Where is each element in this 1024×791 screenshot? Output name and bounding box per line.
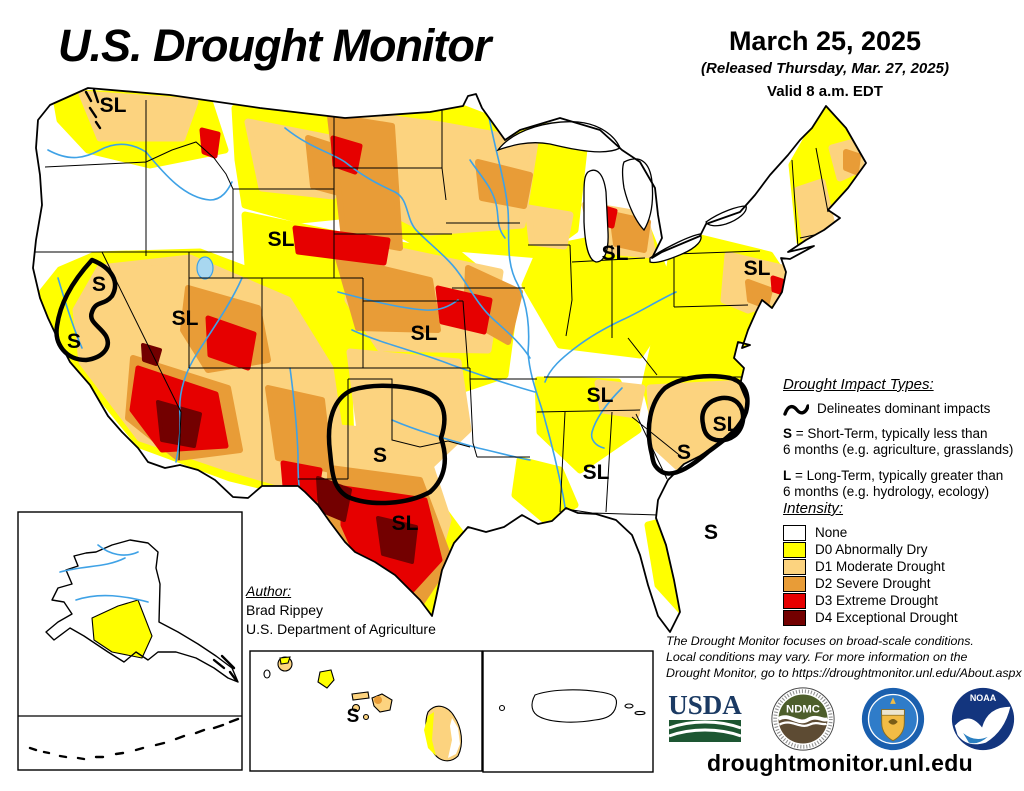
impact-label-sl: SL xyxy=(713,413,740,436)
impact-label-s: S xyxy=(347,706,360,727)
great-salt-lake xyxy=(196,256,214,280)
intensity-label-D0: D0 Abnormally Dry xyxy=(815,542,928,557)
map-labels: SL SL S SL S SL S SL SL SL SL SL SL S S S xyxy=(67,94,771,727)
impact-label-s: S xyxy=(677,441,691,464)
impact-outlines xyxy=(54,257,750,506)
intensity-legend-rows: None D0 Abnormally Dry D1 Moderate Drought… xyxy=(783,524,1023,626)
intensity-swatch-D4 xyxy=(783,609,806,626)
ndmc-logo: NDMC xyxy=(771,687,835,751)
usda-logo: USDA xyxy=(668,690,742,742)
intensity-legend: Intensity: None D0 Abnormally Dry D1 Moder… xyxy=(783,500,1023,626)
impact-label-sl: SL xyxy=(392,512,419,535)
commerce-seal xyxy=(861,687,925,751)
impact-label-sl: SL xyxy=(587,384,614,407)
map-date: March 25, 2025 xyxy=(728,26,922,56)
aleutian-islands xyxy=(28,717,240,761)
intensity-legend-row-none: None xyxy=(783,524,1023,541)
svg-text:NOAA: NOAA xyxy=(970,693,997,703)
impact-short-term: S = Short-Term, typically less than 6 mo… xyxy=(783,426,1014,458)
intensity-legend-row-D1: D1 Moderate Drought xyxy=(783,558,1023,575)
impact-label-sl: SL xyxy=(583,461,610,484)
page-title: U.S. Drought Monitor xyxy=(58,20,491,71)
intensity-label-D1: D1 Moderate Drought xyxy=(815,559,945,574)
website-url: droughtmonitor.unl.edu xyxy=(707,750,973,776)
hawaii-inset xyxy=(249,650,483,772)
date-block: March 25, 2025 (Released Thursday, Mar. … xyxy=(655,26,995,100)
valid-time: Valid 8 a.m. EDT xyxy=(767,83,883,100)
author-block: Author: Brad Rippey U.S. Department of A… xyxy=(246,582,436,639)
impact-curve-icon xyxy=(783,403,809,416)
impact-label-sl: SL xyxy=(744,257,771,280)
intensity-swatch-none xyxy=(783,524,806,541)
author-heading: Author: xyxy=(246,583,292,599)
intensity-label-D2: D2 Severe Drought xyxy=(815,576,931,591)
intensity-label-none: None xyxy=(815,525,848,540)
state-borders xyxy=(33,100,839,516)
impact-label-sl: SL xyxy=(411,322,438,345)
impact-label-sl: SL xyxy=(172,307,199,330)
author-name: Brad Rippey xyxy=(246,601,324,618)
disclaimer-text: The Drought Monitor focuses on broad-sca… xyxy=(666,634,1022,680)
intensity-label-D3: D3 Extreme Drought xyxy=(815,593,939,608)
intensity-swatch-D0 xyxy=(783,541,806,558)
impact-label-sl: SL xyxy=(100,94,127,117)
svg-text:USDA: USDA xyxy=(668,690,742,720)
intensity-swatch-D1 xyxy=(783,558,806,575)
release-date: (Released Thursday, Mar. 27, 2025) xyxy=(701,60,949,77)
puget-sound-islands xyxy=(84,88,102,130)
drought-shading-d4 xyxy=(141,343,418,564)
impact-label-s: S xyxy=(92,273,106,296)
author-org: U.S. Department of Agriculture xyxy=(246,620,436,637)
conus-outline xyxy=(32,87,867,633)
svg-text:NDMC: NDMC xyxy=(786,703,820,715)
impact-long-term: L = Long-Term, typically greater than 6 … xyxy=(783,467,1004,499)
intensity-legend-row-D4: D4 Exceptional Drought xyxy=(783,609,1023,626)
impact-label-s: S xyxy=(373,444,387,467)
agency-logos: USDA NDMC NOAA xyxy=(664,686,1016,752)
alaska-panhandle xyxy=(212,654,238,682)
puerto-rico-inset xyxy=(482,650,654,773)
impact-legend-title: Drought Impact Types: xyxy=(783,376,934,393)
intensity-legend-row-D2: D2 Severe Drought xyxy=(783,575,1023,592)
intensity-legend-row-D3: D3 Extreme Drought xyxy=(783,592,1023,609)
impact-legend: Drought Impact Types: Delineates dominan… xyxy=(783,376,1023,500)
intensity-legend-row-D0: D0 Abnormally Dry xyxy=(783,541,1023,558)
noaa-logo: NOAA xyxy=(951,687,1015,751)
conus-map xyxy=(32,87,867,633)
great-lakes xyxy=(496,121,747,264)
impact-label-s: S xyxy=(67,330,81,353)
impact-label-s: S xyxy=(704,521,718,544)
intensity-swatch-D3 xyxy=(783,592,806,609)
impact-label-sl: SL xyxy=(602,242,629,265)
intensity-swatch-D2 xyxy=(783,575,806,592)
intensity-legend-title: Intensity: xyxy=(783,500,844,517)
intensity-label-D4: D4 Exceptional Drought xyxy=(815,610,958,625)
impact-delineates-label: Delineates dominant impacts xyxy=(817,401,991,416)
impact-label-sl: SL xyxy=(268,228,295,251)
alaska-inset xyxy=(17,511,243,771)
